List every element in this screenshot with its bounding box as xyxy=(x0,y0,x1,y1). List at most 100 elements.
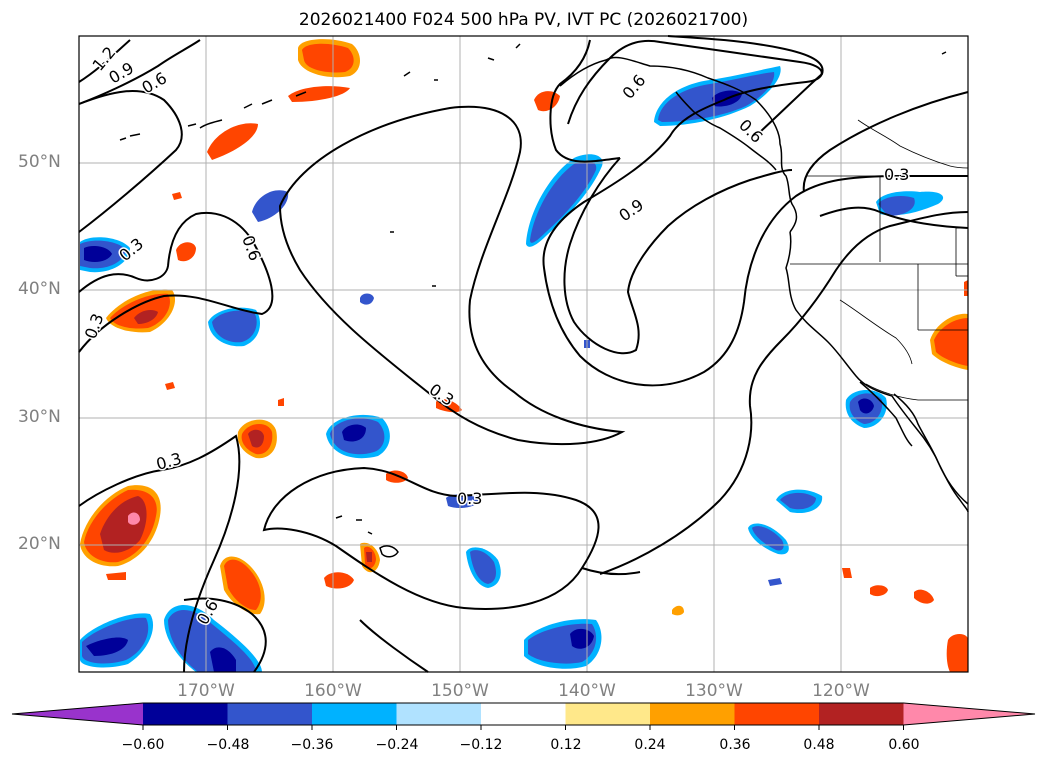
pv-contour xyxy=(542,39,968,387)
coastline-baja xyxy=(859,381,913,447)
pv-contour xyxy=(359,619,429,673)
contour-label: 0.3 xyxy=(154,449,184,474)
ivt-patch xyxy=(212,310,257,343)
colorbar-bin xyxy=(650,703,735,725)
ivt-patch xyxy=(570,628,594,649)
pv-contour xyxy=(581,567,641,576)
ivt-patch xyxy=(446,494,480,508)
ivt-patch xyxy=(842,568,852,578)
colorbar-tick-label: 0.48 xyxy=(803,737,835,753)
colorbar-bin xyxy=(227,703,313,725)
political-borders xyxy=(790,119,969,401)
ivt-patch xyxy=(436,399,462,413)
colorbar-tick-label: 0.36 xyxy=(719,737,751,753)
ivt-patch xyxy=(172,192,182,200)
ivt-patch xyxy=(324,572,354,589)
colorbar-tick-label: −0.36 xyxy=(290,737,334,753)
ivt-patch xyxy=(964,280,968,296)
pv-contour xyxy=(78,211,274,353)
contour-label: 0.6 xyxy=(735,115,766,146)
ivt-patch xyxy=(106,572,126,580)
ivt-patch xyxy=(248,429,264,448)
colorbar-bin xyxy=(312,703,397,725)
pv-contours xyxy=(78,35,969,673)
pv-contour xyxy=(667,35,824,133)
lon-label: 150°W xyxy=(431,681,489,701)
ivt-patch xyxy=(858,398,874,414)
colorbar-tick-label: 0.60 xyxy=(888,737,920,753)
colorbar-tick-label: 0.24 xyxy=(634,737,666,753)
colorbar-bin xyxy=(734,703,820,725)
contour-label: 0.6 xyxy=(619,71,650,103)
ivt-patch xyxy=(210,647,236,672)
lon-label: 120°W xyxy=(812,681,870,701)
island-hawaii xyxy=(335,515,373,535)
pv-contour xyxy=(262,466,600,610)
coastline-north-bc xyxy=(675,91,777,171)
map-gridlines xyxy=(79,36,968,672)
colorbar-extend-min xyxy=(12,703,143,725)
colorbar-bin xyxy=(143,703,228,725)
contour-label: 0.6 xyxy=(139,68,171,97)
ivt-patch xyxy=(176,242,196,262)
lon-label: 160°W xyxy=(304,681,362,701)
colorbar-bin xyxy=(565,703,651,725)
pv-contour xyxy=(78,39,201,105)
ivt-patch xyxy=(100,496,147,553)
contour-label: 0.3 xyxy=(81,311,108,341)
pv-contour xyxy=(78,90,183,233)
ivt-positive-patches xyxy=(80,39,968,672)
ivt-patch xyxy=(768,578,782,586)
colorbar-bin xyxy=(396,703,482,725)
ivt-patch xyxy=(128,512,140,525)
pv-contour xyxy=(802,91,969,193)
lat-label: 40°N xyxy=(18,279,61,299)
colorbar-tick-label: −0.60 xyxy=(121,737,165,753)
lat-label: 50°N xyxy=(18,152,61,172)
ivt-patch xyxy=(470,550,496,584)
ivt-patch xyxy=(366,552,372,562)
aleutians xyxy=(119,91,307,141)
ivt-patch xyxy=(878,196,915,216)
ivt-patch xyxy=(914,589,934,604)
coastline-gulf xyxy=(893,393,969,505)
ivt-patch xyxy=(672,605,684,616)
ivt-patch xyxy=(224,559,261,610)
colorbar xyxy=(11,702,1036,730)
pv-contour xyxy=(278,105,626,446)
contour-label: 0.3 xyxy=(457,489,482,508)
ivt-patch xyxy=(752,526,784,551)
lon-label: 130°W xyxy=(685,681,743,701)
pv-contour xyxy=(183,597,267,673)
map-frame xyxy=(78,35,969,673)
contour-label: 0.3 xyxy=(884,165,909,184)
ivt-patch xyxy=(165,382,175,390)
pv-contour xyxy=(599,211,969,575)
ivt-patch xyxy=(530,161,597,243)
island-fragments xyxy=(390,43,947,287)
ivt-patch xyxy=(946,634,968,672)
lon-label: 140°W xyxy=(558,681,616,701)
ivt-patch xyxy=(302,43,354,73)
colorbar-bin xyxy=(819,703,904,725)
ivt-patch xyxy=(360,293,374,305)
lat-label: 30°N xyxy=(18,407,61,427)
ivt-patch xyxy=(870,585,888,597)
ivt-patch xyxy=(278,398,284,406)
ivt-patch xyxy=(110,293,170,329)
ivt-patch xyxy=(342,424,366,442)
map-title: 2026021400 F024 500 hPa PV, IVT PC (2026… xyxy=(298,10,749,30)
island-hawaii xyxy=(379,545,399,558)
pv-contour xyxy=(563,157,793,355)
ivt-patch xyxy=(84,246,112,262)
pv-contour xyxy=(78,39,131,83)
ivt-patch xyxy=(207,123,258,160)
lat-label: 20°N xyxy=(18,534,61,554)
colorbar-tick-label: −0.48 xyxy=(206,737,250,753)
colorbar-tick-label: 0.12 xyxy=(550,737,582,753)
coastlines xyxy=(119,43,969,558)
pv-contour xyxy=(549,39,621,163)
contour-label: 0.9 xyxy=(615,195,647,225)
colorbar-tick-label: −0.12 xyxy=(459,737,503,753)
